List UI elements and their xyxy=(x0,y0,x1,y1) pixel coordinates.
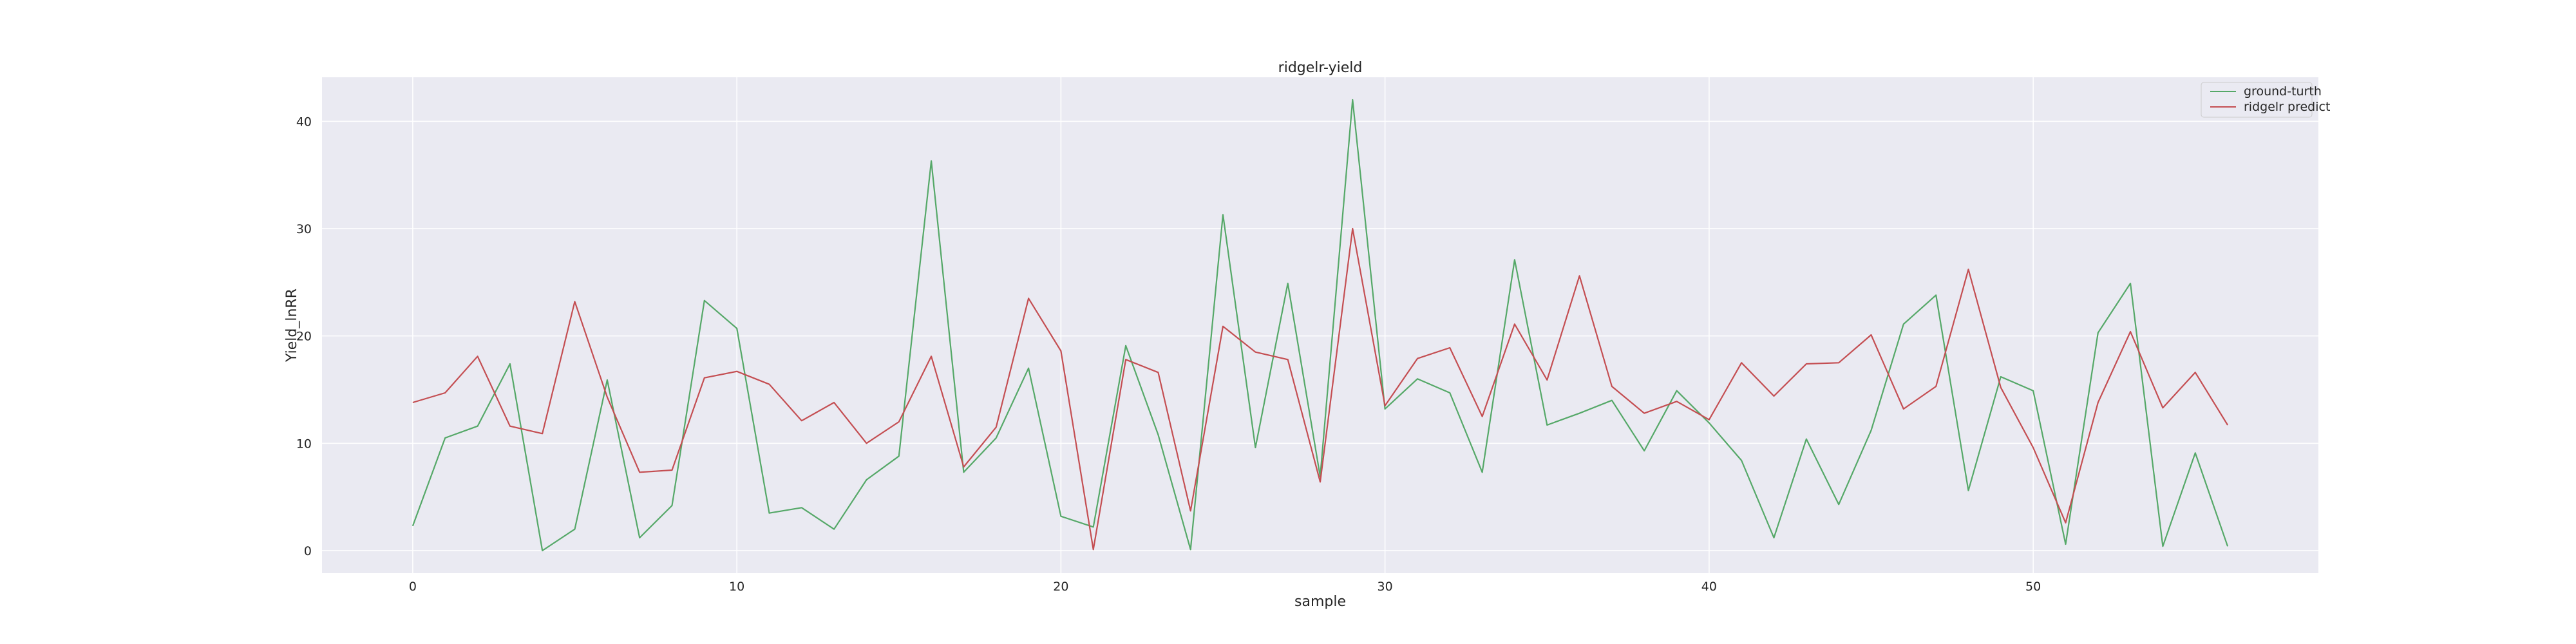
x-tick-label-10: 10 xyxy=(729,580,744,594)
series-line-ridgelr-predict xyxy=(412,227,2229,551)
tick-labels: 0 10 20 30 40 50 0 10 20 30 40 xyxy=(296,115,2041,594)
chart-title: ridgelr-yield xyxy=(1278,60,1363,76)
x-tick-label-0: 0 xyxy=(409,580,417,594)
legend-label-ridgelr-predict: ridgelr predict xyxy=(2244,100,2330,114)
y-tick-label-0: 0 xyxy=(304,544,312,558)
y-tick-label-20: 20 xyxy=(296,330,312,344)
plot-area xyxy=(322,77,2318,573)
x-tick-label-20: 20 xyxy=(1053,580,1068,594)
grid-lines xyxy=(322,77,2318,573)
x-tick-label-30: 30 xyxy=(1378,580,1393,594)
legend: ground-turth ridgelr predict xyxy=(2201,82,2330,118)
x-tick-label-40: 40 xyxy=(1701,580,1717,594)
y-axis-label: Yield_lnRR xyxy=(284,289,300,363)
x-axis-label: sample xyxy=(1294,594,1346,610)
x-tick-label-50: 50 xyxy=(2025,580,2041,594)
legend-label-ground-turth: ground-turth xyxy=(2244,84,2322,99)
y-tick-label-30: 30 xyxy=(296,222,312,236)
series-layer xyxy=(412,99,2229,552)
y-tick-label-40: 40 xyxy=(296,115,312,129)
y-tick-label-10: 10 xyxy=(296,437,312,451)
